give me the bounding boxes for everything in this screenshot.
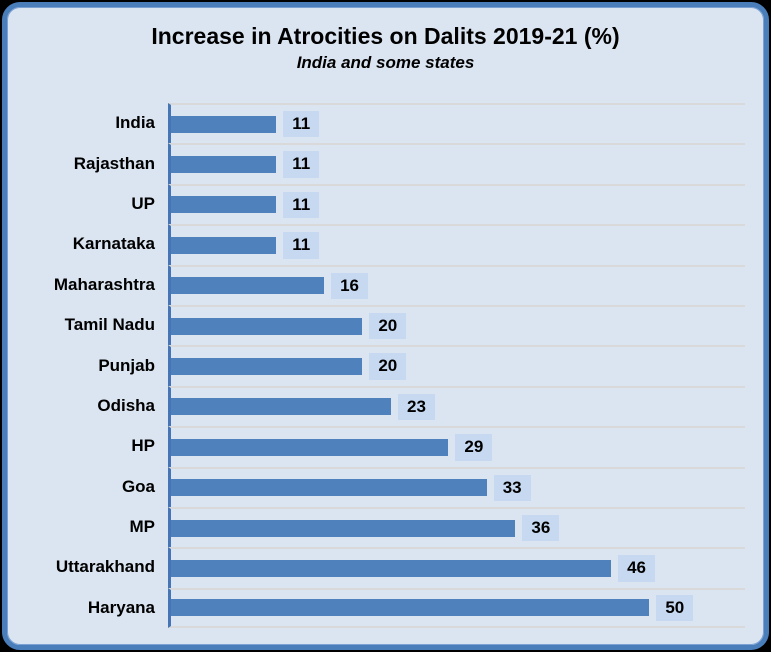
bar <box>171 398 392 416</box>
bar-track: 11 <box>168 103 745 144</box>
category-label: Rajasthan <box>73 153 155 173</box>
chart-row: UP 11 <box>33 183 754 225</box>
chart-row: Tamil Nadu 20 <box>33 304 754 346</box>
bar <box>171 599 650 617</box>
bar-track: 11 <box>168 224 745 265</box>
bar-track: 29 <box>168 426 745 467</box>
bar <box>171 519 516 537</box>
bar-track: 11 <box>168 183 745 225</box>
value-label: 29 <box>455 434 493 461</box>
plot-area: India 11 Rajasthan 11 UP 11 Karnataka 11… <box>33 103 754 629</box>
bar <box>171 317 363 335</box>
value-label: 11 <box>283 191 320 219</box>
category-label: India <box>115 113 155 133</box>
value-label: 33 <box>493 474 531 501</box>
category-label: Goa <box>121 476 155 496</box>
bar <box>171 196 277 214</box>
chart-row: Haryana 50 <box>33 587 754 629</box>
category-label: MP <box>129 517 156 537</box>
category-label: Punjab <box>98 355 155 375</box>
value-label: 20 <box>369 353 407 380</box>
value-label: 36 <box>522 514 560 542</box>
bar <box>171 156 277 174</box>
value-label: 11 <box>283 232 320 259</box>
chart-row: Odisha 23 <box>33 385 754 427</box>
bar <box>171 277 325 295</box>
category-label: Haryana <box>87 597 155 617</box>
bar <box>171 236 277 254</box>
chart-row: Maharashtra 16 <box>33 264 754 305</box>
category-label: UP <box>131 193 155 213</box>
chart-row: Uttarakhand 46 <box>33 547 754 588</box>
bar-track: 11 <box>168 143 745 184</box>
bar <box>171 358 363 376</box>
value-label: 20 <box>369 312 407 340</box>
chart-subtitle: India and some states <box>296 53 475 72</box>
value-label: 50 <box>656 594 694 622</box>
chart-row: Punjab 20 <box>33 345 754 386</box>
chart-row: Rajasthan 11 <box>33 143 754 184</box>
bar-track: 46 <box>168 547 745 588</box>
bar <box>171 438 449 456</box>
chart-row: Goa 33 <box>33 466 754 507</box>
bar-track: 23 <box>168 385 745 427</box>
chart-row: HP 29 <box>33 426 754 467</box>
chart-row: Karnataka 11 <box>33 224 754 265</box>
bar-track: 16 <box>168 264 745 305</box>
bar-track: 20 <box>168 304 745 346</box>
value-label: 11 <box>283 151 320 178</box>
category-label: HP <box>131 436 155 456</box>
category-label: Tamil Nadu <box>64 315 155 335</box>
bar-track: 50 <box>168 587 745 629</box>
chart-row: MP 36 <box>33 506 754 548</box>
chart-row: India 11 <box>33 103 754 144</box>
bar <box>171 559 612 577</box>
category-label: Uttarakhand <box>55 557 155 577</box>
bar-track: 20 <box>168 345 745 386</box>
category-label: Odisha <box>97 395 155 415</box>
chart-title: Increase in Atrocities on Dalits 2019-21… <box>151 23 620 49</box>
bar-track: 36 <box>168 506 745 548</box>
value-label: 23 <box>398 393 435 421</box>
bar <box>171 115 277 133</box>
value-label: 46 <box>618 555 655 582</box>
value-label: 16 <box>331 272 368 299</box>
bar <box>171 479 487 497</box>
bar-track: 33 <box>168 466 745 507</box>
value-label: 11 <box>283 111 320 138</box>
category-label: Karnataka <box>72 234 155 254</box>
category-label: Maharashtra <box>53 274 155 294</box>
